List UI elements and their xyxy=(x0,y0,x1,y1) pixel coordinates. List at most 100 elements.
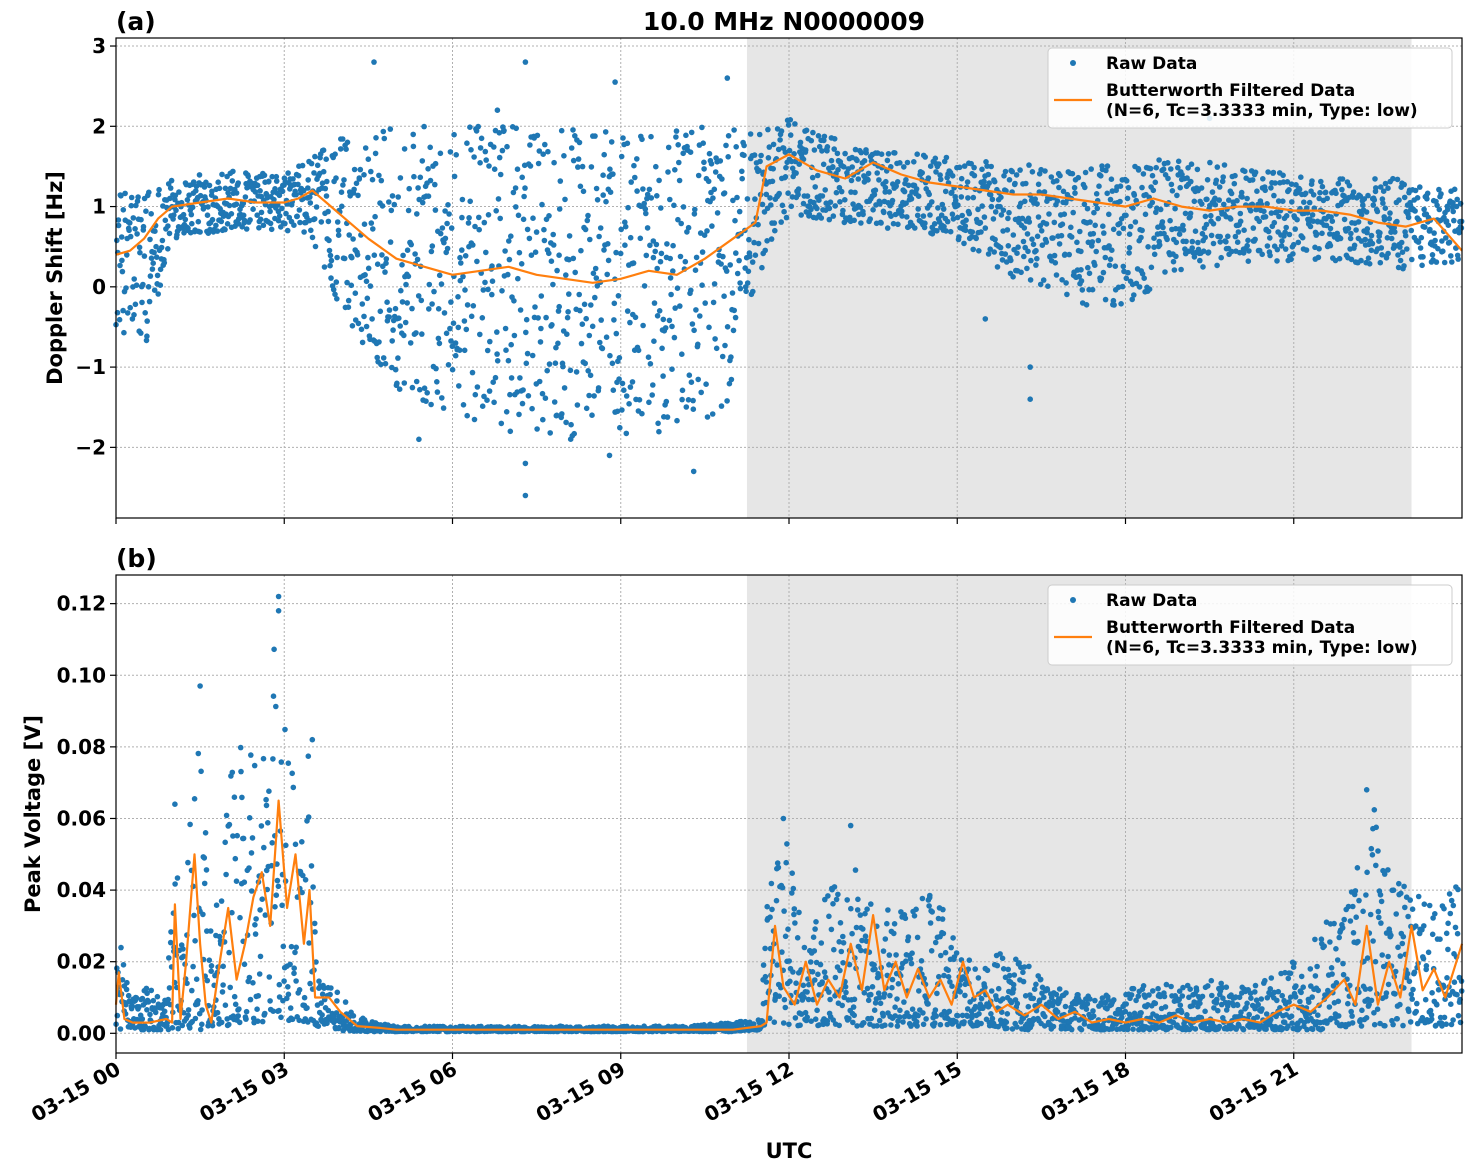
a-raw-data-point xyxy=(1141,275,1147,282)
a-raw-data-point xyxy=(1172,205,1178,212)
b-raw-data-point xyxy=(1247,990,1254,997)
a-raw-data-point xyxy=(711,281,718,287)
b-raw-data-point xyxy=(1125,1022,1131,1029)
a-raw-data-point xyxy=(1395,264,1402,271)
a-raw-data-point xyxy=(390,327,396,333)
a-raw-data-point xyxy=(937,172,943,178)
a-raw-data-point xyxy=(1306,199,1313,206)
a-raw-data-point xyxy=(279,188,286,195)
a-raw-data-point xyxy=(461,347,468,354)
a-raw-data-point xyxy=(1208,232,1215,239)
a-raw-data-point xyxy=(468,313,475,320)
a-raw-data-point xyxy=(687,149,694,155)
a-raw-data-point xyxy=(166,230,173,237)
a-raw-data-point xyxy=(308,160,315,167)
a-raw-data-point xyxy=(1310,218,1316,224)
b-raw-data-point xyxy=(316,978,322,984)
a-raw-data-point xyxy=(1117,183,1124,189)
b-raw-data-point xyxy=(854,1023,860,1029)
a-raw-data-point xyxy=(1176,226,1183,232)
b-raw-data-point xyxy=(959,1012,966,1019)
a-raw-data-point xyxy=(627,234,634,241)
a-raw-data-point xyxy=(1195,239,1201,246)
a-raw-data-point xyxy=(455,324,462,331)
a-raw-data-point xyxy=(1453,203,1460,210)
b-raw-data-point xyxy=(175,1025,181,1032)
a-raw-data-point xyxy=(622,242,628,248)
b-raw-data-point xyxy=(1119,1014,1125,1021)
a-raw-data-point xyxy=(327,262,333,269)
a-raw-data-point xyxy=(803,127,810,134)
a-raw-data-point xyxy=(690,397,696,404)
b-raw-data-point xyxy=(342,999,349,1005)
a-raw-data-point xyxy=(1361,196,1368,202)
a-raw-data-point xyxy=(1322,189,1329,196)
a-raw-data-point xyxy=(126,227,132,234)
a-raw-data-point xyxy=(241,217,248,224)
b-raw-data-point xyxy=(789,870,795,876)
b-raw-data-point xyxy=(154,993,161,1000)
a-raw-data-point xyxy=(592,265,599,272)
a-raw-data-point xyxy=(438,281,445,287)
a-raw-data-point xyxy=(137,249,143,256)
b-raw-data-point xyxy=(1122,1008,1129,1015)
b-raw-data-point xyxy=(189,987,195,994)
b-raw-data-point xyxy=(318,1000,325,1006)
a-raw-data-point xyxy=(1098,275,1105,282)
a-raw-data-point xyxy=(389,193,396,199)
a-raw-data-point xyxy=(1282,229,1288,236)
a-raw-data-point xyxy=(561,153,567,159)
a-raw-data-point xyxy=(1100,269,1107,276)
b-raw-data-point xyxy=(909,1006,916,1012)
b-raw-data-point xyxy=(782,1004,789,1011)
b-raw-data-point xyxy=(150,997,157,1004)
a-raw-data-point xyxy=(1238,189,1245,196)
a-raw-data-point xyxy=(528,252,535,258)
a-raw-data-point xyxy=(222,226,228,233)
a-raw-data-point xyxy=(427,177,434,184)
b-raw-data-point xyxy=(143,985,150,992)
a-raw-data-point xyxy=(621,387,627,394)
a-raw-data-point xyxy=(485,212,492,218)
a-raw-data-point xyxy=(939,201,946,208)
b-raw-data-point xyxy=(1004,1025,1010,1032)
b-raw-data-point xyxy=(270,693,277,699)
b-raw-data-point xyxy=(241,961,248,968)
b-raw-data-point xyxy=(201,880,208,887)
b-raw-data-point xyxy=(892,1004,898,1010)
a-raw-data-point xyxy=(781,208,787,215)
a-raw-data-point xyxy=(785,122,792,128)
b-raw-data-point xyxy=(120,962,127,968)
b-raw-data-point xyxy=(913,1019,920,1025)
a-raw-data-point xyxy=(327,252,334,259)
b-raw-data-point xyxy=(812,977,818,983)
b-raw-data-point xyxy=(270,1008,277,1014)
a-raw-data-point xyxy=(247,217,253,223)
b-raw-data-point xyxy=(836,1022,842,1029)
a-raw-data-point xyxy=(333,175,339,181)
a-raw-data-point xyxy=(410,143,417,150)
a-raw-data-point xyxy=(959,212,965,219)
a-raw-data-point xyxy=(442,235,449,242)
a-raw-data-point xyxy=(1074,239,1080,246)
a-raw-data-point xyxy=(583,315,589,322)
a-raw-data-point xyxy=(646,186,653,193)
a-raw-data-point xyxy=(1189,238,1196,245)
a-raw-data-point xyxy=(1317,189,1323,196)
a-raw-data-point xyxy=(483,157,490,163)
b-raw-data-point xyxy=(801,944,808,951)
b-raw-data-point xyxy=(288,943,295,950)
b-raw-data-point xyxy=(187,821,193,828)
a-raw-data-point xyxy=(578,340,585,347)
a-raw-data-point xyxy=(618,226,624,233)
b-raw-data-point xyxy=(1255,1001,1261,1008)
b-raw-data-point xyxy=(234,832,240,839)
a-raw-data-point xyxy=(1034,255,1040,262)
a-raw-data-point xyxy=(394,380,400,387)
a-raw-data-point xyxy=(300,187,307,194)
a-raw-data-point xyxy=(1386,215,1393,222)
a-raw-data-point xyxy=(551,399,558,405)
b-raw-data-point xyxy=(218,1019,225,1026)
a-raw-data-point xyxy=(985,251,992,257)
b-raw-data-point xyxy=(312,929,318,935)
